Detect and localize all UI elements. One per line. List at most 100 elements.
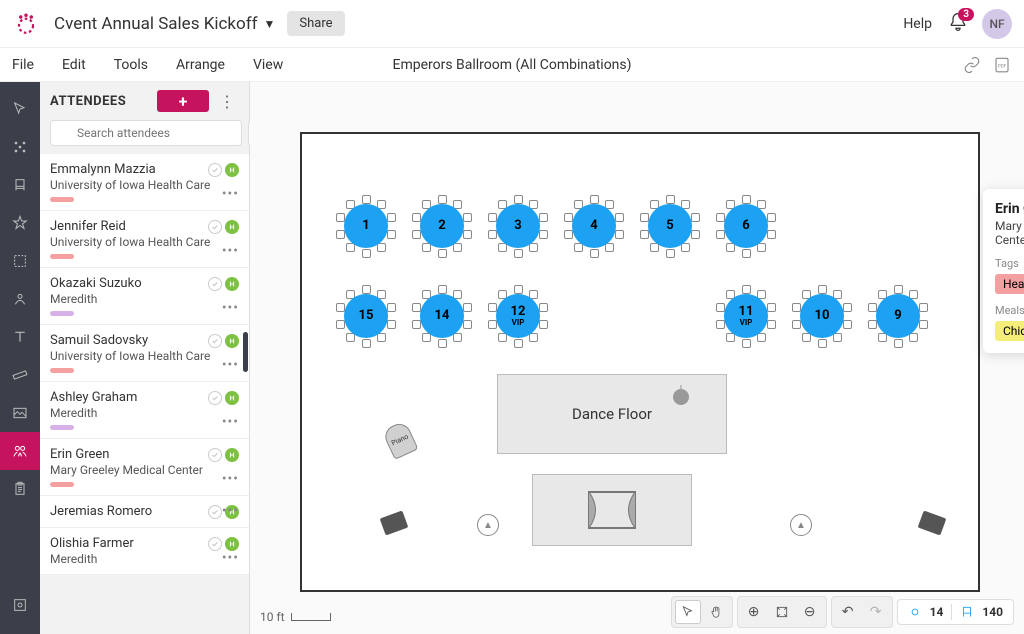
seat[interactable] [919, 320, 928, 329]
seat[interactable] [346, 333, 355, 342]
event-title[interactable]: Cvent Annual Sales Kickoff [54, 14, 258, 34]
menu-file[interactable]: File [12, 57, 34, 73]
seat[interactable] [362, 249, 371, 258]
attendee-more-icon[interactable]: ••• [222, 300, 239, 316]
table[interactable]: 1 [344, 204, 388, 248]
seat[interactable] [387, 320, 396, 329]
table[interactable]: 14 [420, 294, 464, 338]
attendee-item[interactable]: Jennifer Reid University of Iowa Health … [40, 211, 249, 268]
seat[interactable] [539, 320, 548, 329]
help-link[interactable]: Help [903, 16, 932, 32]
seat[interactable] [590, 249, 599, 258]
table[interactable]: 4 [572, 204, 616, 248]
tool-clipboard[interactable] [0, 470, 40, 508]
stage[interactable] [532, 474, 692, 546]
table[interactable]: 6 [724, 204, 768, 248]
attendee-item[interactable]: Emmalynn Mazzia University of Iowa Healt… [40, 154, 249, 211]
tool-settings[interactable] [0, 586, 40, 624]
table[interactable]: 9 [876, 294, 920, 338]
seat[interactable] [539, 230, 548, 239]
seat[interactable] [666, 249, 675, 258]
seat[interactable] [767, 230, 776, 239]
tool-cursor[interactable] [0, 90, 40, 128]
menu-view[interactable]: View [253, 57, 283, 73]
seat[interactable] [422, 243, 431, 252]
seat[interactable] [574, 243, 583, 252]
seat[interactable] [833, 333, 842, 342]
seat[interactable] [412, 320, 421, 329]
search-input[interactable] [50, 120, 242, 146]
seat[interactable] [818, 285, 827, 294]
scrollbar-thumb[interactable] [243, 332, 248, 372]
seat[interactable] [742, 249, 751, 258]
tb-zoom-out[interactable]: ⊖ [797, 600, 823, 624]
attendee-item[interactable]: Samuil Sadovsky University of Iowa Healt… [40, 325, 249, 382]
seat[interactable] [377, 333, 386, 342]
seat[interactable] [767, 320, 776, 329]
seat[interactable] [615, 230, 624, 239]
seat[interactable] [894, 285, 903, 294]
seat[interactable] [387, 230, 396, 239]
attendee-item[interactable]: Erin Green Mary Greeley Medical Center •… [40, 439, 249, 496]
speaker-right[interactable] [918, 510, 947, 535]
seat[interactable] [909, 333, 918, 342]
seat[interactable] [377, 243, 386, 252]
link-icon[interactable] [962, 55, 982, 75]
seat[interactable] [894, 339, 903, 348]
seat[interactable] [453, 243, 462, 252]
seat[interactable] [346, 243, 355, 252]
seat[interactable] [488, 230, 497, 239]
seat[interactable] [498, 243, 507, 252]
seat[interactable] [818, 339, 827, 348]
seat[interactable] [488, 320, 497, 329]
seat[interactable] [640, 230, 649, 239]
tool-hand-money[interactable] [0, 280, 40, 318]
attendee-item[interactable]: Jeremias Romero ••• [40, 496, 249, 528]
dance-floor[interactable]: Dance Floor [497, 374, 727, 454]
canvas[interactable]: Dance Floor Piano ▲ ▲ Erin Green Mary Gr… [250, 82, 1024, 634]
tool-attendees[interactable] [0, 432, 40, 470]
seat[interactable] [539, 213, 548, 222]
seat[interactable] [529, 333, 538, 342]
table[interactable]: 11VIP [724, 294, 768, 338]
tb-cursor[interactable] [675, 600, 701, 624]
seat[interactable] [387, 213, 396, 222]
seat[interactable] [362, 339, 371, 348]
table[interactable]: 15 [344, 294, 388, 338]
speaker-left[interactable] [380, 510, 409, 535]
seat[interactable] [605, 243, 614, 252]
tb-hand[interactable] [703, 600, 729, 624]
notifications-button[interactable]: 3 [948, 12, 968, 36]
menu-arrange[interactable]: Arrange [176, 57, 225, 73]
seat[interactable] [757, 243, 766, 252]
panel-menu-icon[interactable]: ⋮ [215, 92, 239, 111]
attendee-more-icon[interactable]: ••• [222, 414, 239, 430]
event-dropdown-caret[interactable]: ▼ [264, 17, 276, 31]
seat[interactable] [802, 333, 811, 342]
seat[interactable] [878, 333, 887, 342]
seat[interactable] [463, 320, 472, 329]
seat[interactable] [438, 339, 447, 348]
seat[interactable] [539, 303, 548, 312]
seat[interactable] [919, 303, 928, 312]
tool-image[interactable] [0, 394, 40, 432]
floorplan[interactable]: Dance Floor Piano ▲ ▲ Erin Green Mary Gr… [300, 132, 980, 592]
attendee-more-icon[interactable]: ••• [222, 471, 239, 487]
seat[interactable] [453, 333, 462, 342]
projector-left[interactable]: ▲ [477, 514, 499, 536]
attendee-item[interactable]: Okazaki Suzuko Meredith ••• [40, 268, 249, 325]
table[interactable]: 10 [800, 294, 844, 338]
attendee-more-icon[interactable]: ••• [222, 243, 239, 259]
seat[interactable] [757, 333, 766, 342]
attendee-more-icon[interactable]: ••• [222, 186, 239, 202]
attendee-more-icon[interactable]: ••• [222, 550, 239, 566]
seat[interactable] [742, 285, 751, 294]
seat[interactable] [438, 249, 447, 258]
table[interactable]: 5 [648, 204, 692, 248]
seat[interactable] [463, 230, 472, 239]
seat[interactable] [792, 320, 801, 329]
pdf-icon[interactable]: PDF [992, 55, 1012, 75]
seat[interactable] [336, 230, 345, 239]
seat[interactable] [650, 243, 659, 252]
attendee-more-icon[interactable]: ••• [222, 503, 239, 519]
